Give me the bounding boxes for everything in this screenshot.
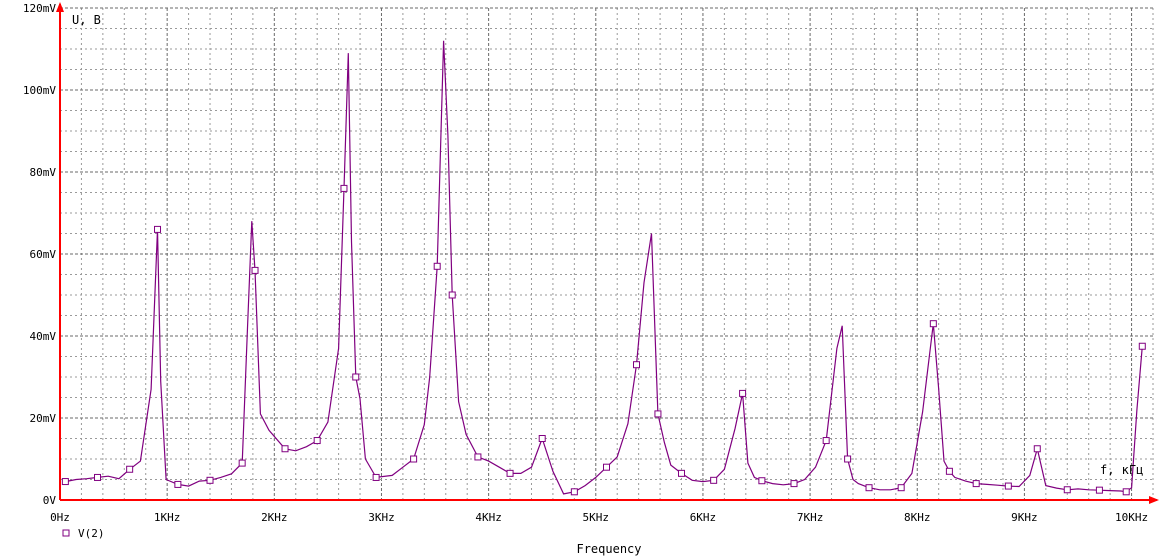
x-axis-title: Frequency xyxy=(576,542,641,556)
x-axis-annotation: f, кГц xyxy=(1100,463,1143,477)
data-point xyxy=(790,480,798,488)
data-point xyxy=(206,476,214,484)
data-point xyxy=(506,469,514,477)
data-point xyxy=(410,455,418,463)
data-point xyxy=(945,467,953,475)
data-point xyxy=(448,291,456,299)
gridlines xyxy=(60,7,1154,500)
series-layer xyxy=(65,40,1143,495)
data-point xyxy=(281,445,289,453)
series-line xyxy=(65,40,1143,495)
data-point xyxy=(126,465,134,473)
data-point xyxy=(251,266,259,274)
data-point xyxy=(1004,482,1012,490)
x-tick-label: 5KHz xyxy=(583,511,610,524)
legend: V(2) xyxy=(62,527,105,540)
x-tick-label: 0Hz xyxy=(50,511,70,524)
data-point xyxy=(844,455,852,463)
y-tick-label: 80mV xyxy=(30,166,57,179)
y-tick-label: 120mV xyxy=(23,2,56,15)
data-point xyxy=(1063,486,1071,494)
tick-labels: 0Hz 1KHz 2KHz 3KHz 4KHz 5KHz 6KHz 7KHz 8KHz 9KHz 1… xyxy=(23,2,1148,524)
data-point xyxy=(352,373,360,381)
data-point xyxy=(474,453,482,461)
data-point xyxy=(897,484,905,492)
data-point xyxy=(1138,342,1146,350)
y-axis-arrow xyxy=(56,2,64,12)
data-point xyxy=(313,437,321,445)
data-point xyxy=(654,410,662,418)
data-point xyxy=(174,480,182,488)
data-point xyxy=(570,488,578,496)
x-tick-label: 3KHz xyxy=(368,511,395,524)
data-point xyxy=(1033,445,1041,453)
data-point xyxy=(822,437,830,445)
data-point xyxy=(633,361,641,369)
data-point xyxy=(710,476,718,484)
data-point xyxy=(972,480,980,488)
y-tick-label: 40mV xyxy=(30,330,57,343)
data-point xyxy=(94,473,102,481)
legend-label: V(2) xyxy=(78,527,105,540)
x-tick-label: 9KHz xyxy=(1011,511,1038,524)
y-tick-label: 100mV xyxy=(23,84,56,97)
x-tick-label: 4KHz xyxy=(475,511,502,524)
y-axis-annotation: U, B xyxy=(72,13,101,27)
data-point xyxy=(61,478,69,486)
legend-marker xyxy=(62,529,70,537)
y-tick-label: 0V xyxy=(43,494,57,507)
data-point xyxy=(678,469,686,477)
x-axis-arrow xyxy=(1149,496,1159,504)
x-tick-label: 1KHz xyxy=(154,511,181,524)
data-point xyxy=(758,477,766,485)
data-point xyxy=(739,389,747,397)
x-tick-label: 7KHz xyxy=(797,511,824,524)
data-point xyxy=(433,262,441,270)
data-point xyxy=(538,435,546,442)
data-point xyxy=(372,473,380,481)
y-tick-label: 20mV xyxy=(30,412,57,425)
x-tick-label: 2KHz xyxy=(261,511,288,524)
y-tick-label: 60mV xyxy=(30,248,57,261)
x-tick-label: 8KHz xyxy=(904,511,931,524)
data-point xyxy=(238,459,246,467)
data-point xyxy=(865,484,873,492)
data-point xyxy=(1095,486,1103,494)
data-point xyxy=(929,320,937,328)
data-point xyxy=(340,184,348,192)
data-point xyxy=(603,463,610,471)
x-tick-label: 10KHz xyxy=(1115,511,1148,524)
data-point xyxy=(1122,488,1130,496)
marker-layer xyxy=(61,184,1146,496)
x-tick-label: 6KHz xyxy=(690,511,717,524)
data-point xyxy=(154,225,162,233)
axes xyxy=(56,2,1159,504)
